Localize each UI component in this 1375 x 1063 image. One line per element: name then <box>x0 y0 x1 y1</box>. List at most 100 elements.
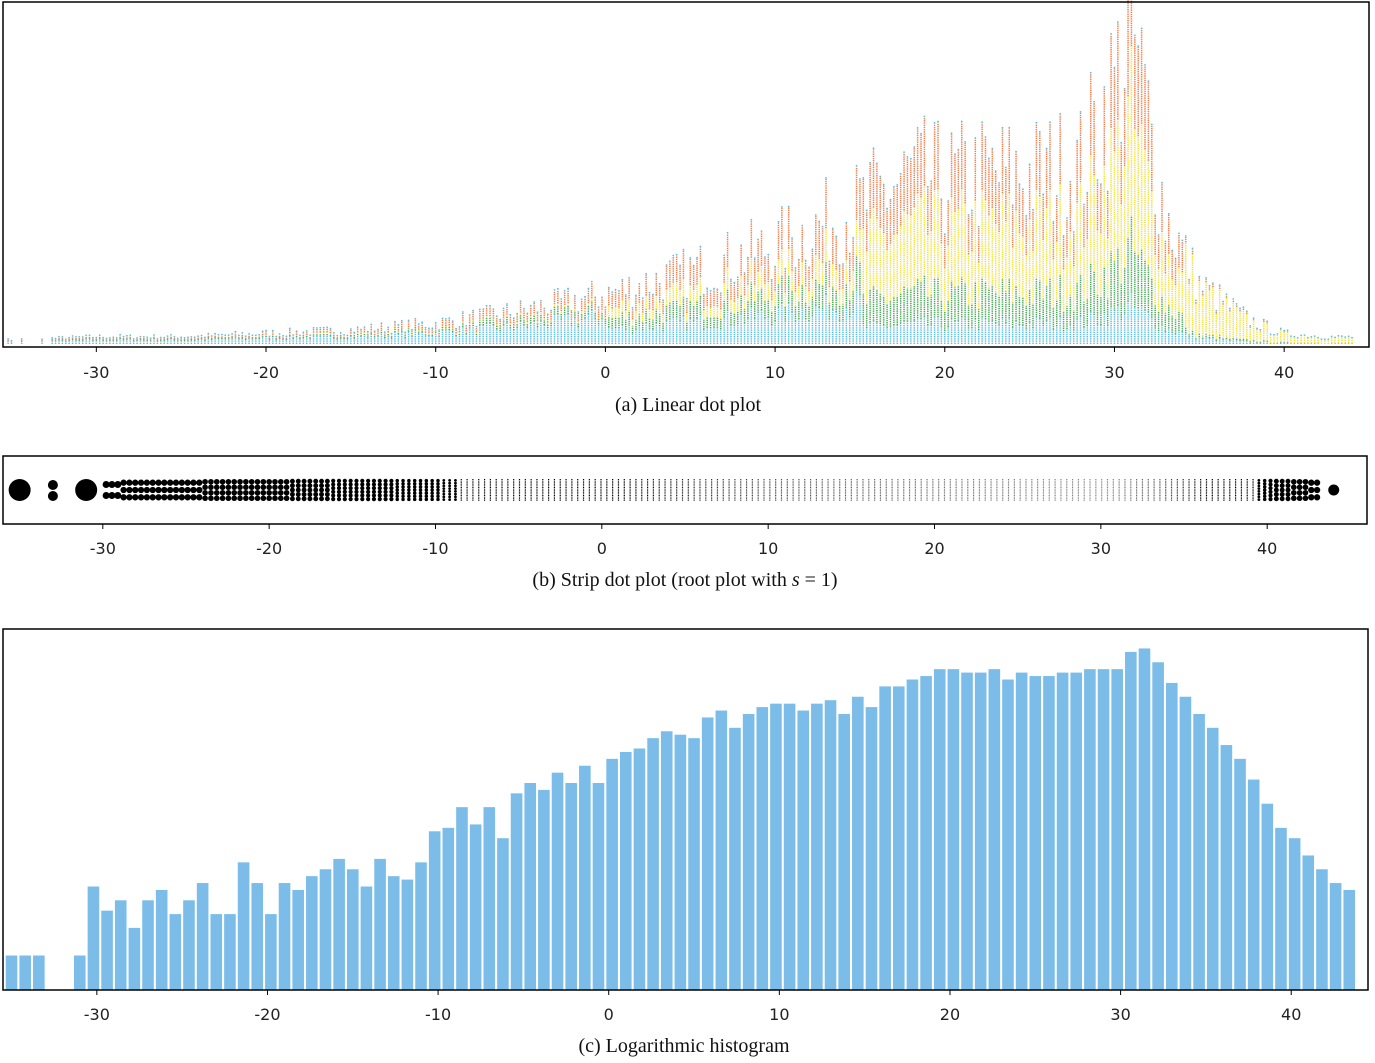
strip-dot <box>190 479 197 486</box>
dot-stack-cap <box>967 213 970 216</box>
strip-dot <box>1273 487 1279 493</box>
dot-stack-cap <box>332 331 335 334</box>
strip-dot <box>190 494 197 501</box>
strip-dot <box>1257 489 1261 493</box>
dot-stack-cap <box>916 126 919 129</box>
strip-dot <box>8 479 31 501</box>
dot-stack-cap <box>716 288 719 291</box>
dot-stack-cap <box>631 306 634 309</box>
panel-a-frame <box>2 1 1370 348</box>
strip-dot <box>1313 486 1321 494</box>
strip-dot <box>295 478 301 484</box>
dot-stack-cap <box>227 334 230 337</box>
dot-stack-cap <box>991 147 994 150</box>
histogram-bar <box>237 862 250 990</box>
dot-stack-cap <box>20 338 23 340</box>
dot-stack-cap <box>821 225 824 228</box>
strip-dot <box>454 481 457 485</box>
dot-stack-cap <box>1052 221 1055 223</box>
strip-dot <box>424 481 429 486</box>
histogram-bar <box>319 869 332 990</box>
dot-stack-cap <box>1032 208 1034 211</box>
dot-stack-cap <box>468 314 471 316</box>
dot-stack-cap <box>886 207 888 210</box>
histogram-bar <box>974 672 987 990</box>
strip-dot <box>184 479 191 486</box>
dot-stack-cap <box>285 335 288 338</box>
dot-stack-cap <box>624 294 627 296</box>
dot-stack-cap <box>129 334 132 337</box>
strip-dot <box>1268 486 1273 491</box>
strip-dot <box>1285 491 1291 497</box>
dot-stack-cap <box>641 297 644 300</box>
dot-stack-cap <box>635 294 637 297</box>
strip-dot <box>178 494 185 501</box>
strip-dot <box>132 494 139 501</box>
dot-stack-cap <box>1103 86 1106 88</box>
strip-dot <box>418 481 423 486</box>
x-tick-label: 30 <box>1091 539 1111 558</box>
dot-stack-cap <box>1310 335 1313 338</box>
dot-stack-cap <box>1133 34 1136 37</box>
strip-dot <box>1273 478 1279 484</box>
dot-stack-cap <box>764 256 766 258</box>
strip-dot <box>149 494 156 501</box>
dot-stack-cap <box>431 327 434 330</box>
strip-dot <box>260 495 267 502</box>
strip-dot <box>436 488 440 492</box>
strip-dot <box>395 485 399 489</box>
histogram-bar <box>1070 672 1083 990</box>
dot-stack-cap <box>377 328 379 331</box>
dot-stack-cap <box>784 267 787 270</box>
strip-dot <box>354 486 359 491</box>
dot-stack-cap <box>241 331 244 334</box>
x-tick-label: -30 <box>84 1005 110 1024</box>
strip-dot <box>254 489 261 496</box>
strip-dot <box>418 497 423 502</box>
x-tick-label: 20 <box>940 1005 960 1024</box>
dot-stack-cap <box>1147 80 1150 82</box>
strip-dot <box>442 498 446 502</box>
dot-stack-cap <box>414 317 417 320</box>
strip-dot <box>360 486 365 491</box>
strip-dot <box>289 487 295 493</box>
strip-dot <box>442 484 446 488</box>
dot-stack-cap <box>1330 335 1333 338</box>
x-tick-label: -10 <box>422 539 448 558</box>
panel-a-caption: (a) Linear dot plot <box>615 394 761 416</box>
histogram-bar <box>770 703 782 990</box>
x-tick-label: -10 <box>425 1005 451 1024</box>
dot-stack-cap <box>1256 327 1258 330</box>
strip-dot <box>336 478 342 483</box>
strip-dot <box>412 481 417 486</box>
histogram-bars <box>5 648 1356 990</box>
dot-stack-cap <box>75 335 77 338</box>
dot-stack-cap <box>960 120 963 123</box>
strip-dot <box>407 485 411 489</box>
dot-stack-cap <box>1154 214 1157 217</box>
dot-stack-cap <box>237 334 240 337</box>
dot-stack-cap <box>64 338 67 341</box>
strip-dot <box>319 487 324 493</box>
strip-dot <box>430 485 434 489</box>
dot-stack-cap <box>1150 123 1153 126</box>
dot-stack-cap <box>115 336 118 339</box>
strip-dot <box>389 489 394 494</box>
strip-dot <box>383 478 388 483</box>
dot-stack-cap <box>1269 333 1272 336</box>
dot-stack-cap <box>780 206 783 208</box>
strip-dot <box>196 486 203 494</box>
dot-stack-cap <box>726 231 729 234</box>
histogram-bar <box>19 955 31 990</box>
strip-dot <box>202 478 208 485</box>
strip-dot <box>366 486 371 491</box>
strip-dot <box>401 494 405 499</box>
x-tick-label: 10 <box>769 1005 789 1024</box>
dot-stack-cap <box>122 335 125 338</box>
dot-stack-cap <box>1072 231 1075 233</box>
dot-stack-cap <box>1317 336 1319 339</box>
strip-dot <box>371 493 377 498</box>
dot-stack-cap <box>543 307 546 310</box>
dot-stack-cap <box>1123 87 1126 90</box>
strip-dot <box>336 497 342 502</box>
